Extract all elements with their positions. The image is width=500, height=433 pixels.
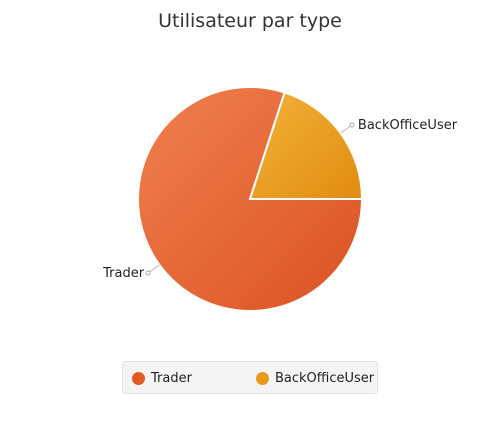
pie-slice-backofficeuser[interactable] — [248, 91, 364, 200]
slice-label-backofficeuser: BackOfficeUser — [358, 118, 458, 133]
chart-legend: Trader BackOfficeUser — [122, 361, 378, 394]
legend-item-backofficeuser[interactable]: BackOfficeUser — [256, 362, 374, 395]
legend-swatch-backofficeuser — [256, 372, 269, 385]
legend-label-trader: Trader — [151, 371, 192, 386]
chart-title: Utilisateur par type — [158, 10, 342, 32]
legend-item-trader[interactable]: Trader — [132, 362, 192, 395]
legend-label-backofficeuser: BackOfficeUser — [275, 371, 375, 386]
legend-swatch-trader — [132, 372, 145, 385]
leader-dot-trader — [145, 270, 151, 276]
leader-dot-backofficeuser — [349, 122, 355, 128]
slice-label-trader: Trader — [102, 266, 145, 281]
